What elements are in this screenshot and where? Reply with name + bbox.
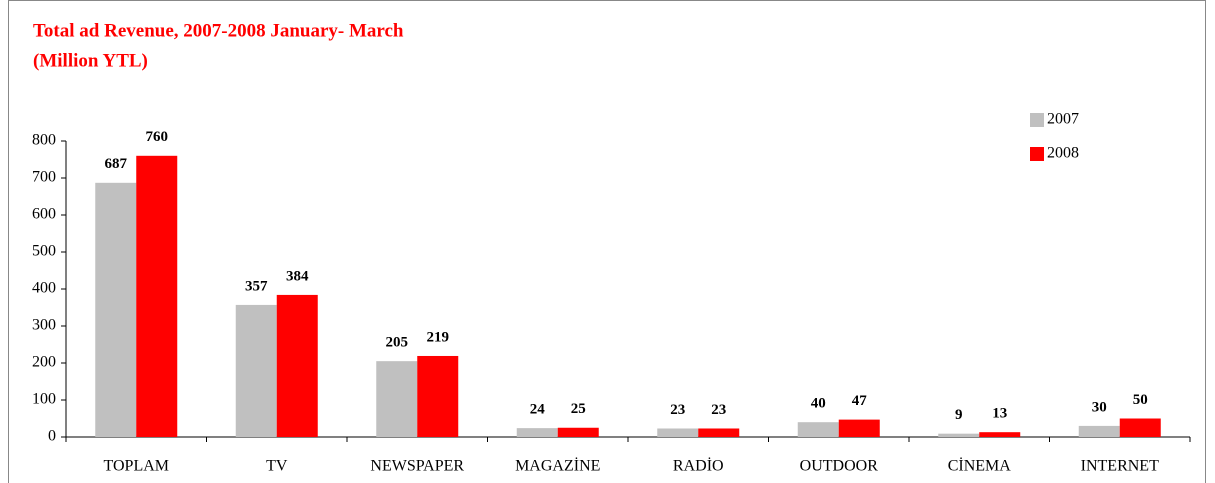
x-tick-label: CİNEMA [948,457,1012,475]
y-tick-label: 100 [32,391,56,408]
value-label: 205 [386,335,409,351]
bar [136,155,178,438]
value-label: 219 [427,329,450,345]
value-label: 23 [670,402,685,418]
y-tick-label: 800 [32,132,56,149]
bar [276,294,318,437]
bar [557,427,599,437]
value-label: 357 [245,278,268,294]
value-label: 25 [571,401,586,417]
x-tick-label: NEWSPAPER [370,458,464,475]
x-tick-label: OUTDOOR [800,458,879,475]
bar [95,182,137,437]
bar [797,422,839,437]
bar [376,361,418,437]
bar [979,432,1021,437]
legend-label: 2008 [1047,145,1079,162]
chart-title: Total ad Revenue, 2007-2008 January- Mar… [33,20,404,41]
bar [1119,418,1161,437]
value-label: 9 [955,407,963,423]
bar [657,428,699,437]
bar [516,428,558,437]
value-label: 384 [286,268,309,284]
value-label: 24 [530,402,546,418]
x-tick-label: MAGAZİNE [515,457,600,475]
value-label: 13 [992,406,1007,422]
value-label: 23 [711,402,726,418]
value-label: 760 [146,129,169,145]
value-label: 47 [852,393,868,409]
y-tick-label: 500 [32,243,56,260]
chart-subtitle: (Million YTL) [33,50,148,71]
legend-swatch [1030,113,1044,127]
x-tick-label: INTERNET [1081,458,1159,475]
y-tick-label: 200 [32,354,56,371]
value-label: 50 [1133,392,1148,408]
value-label: 40 [811,396,826,412]
x-tick-label: RADİO [673,457,724,475]
y-tick-label: 0 [48,428,56,445]
y-tick-label: 700 [32,169,56,186]
legend-swatch [1030,147,1044,161]
bar [1078,425,1120,437]
x-tick-label: TOPLAM [104,458,170,475]
bar [698,428,740,437]
y-tick-label: 400 [32,280,56,297]
chart-frame [8,0,1206,483]
y-tick-label: 300 [32,317,56,334]
value-label: 687 [105,156,128,172]
bar [938,433,980,437]
value-label: 30 [1092,399,1107,415]
bar [838,419,880,437]
legend-label: 2007 [1047,111,1079,128]
y-tick-label: 600 [32,206,56,223]
bar [417,355,459,437]
bar [235,304,277,437]
x-tick-label: TV [266,458,288,475]
